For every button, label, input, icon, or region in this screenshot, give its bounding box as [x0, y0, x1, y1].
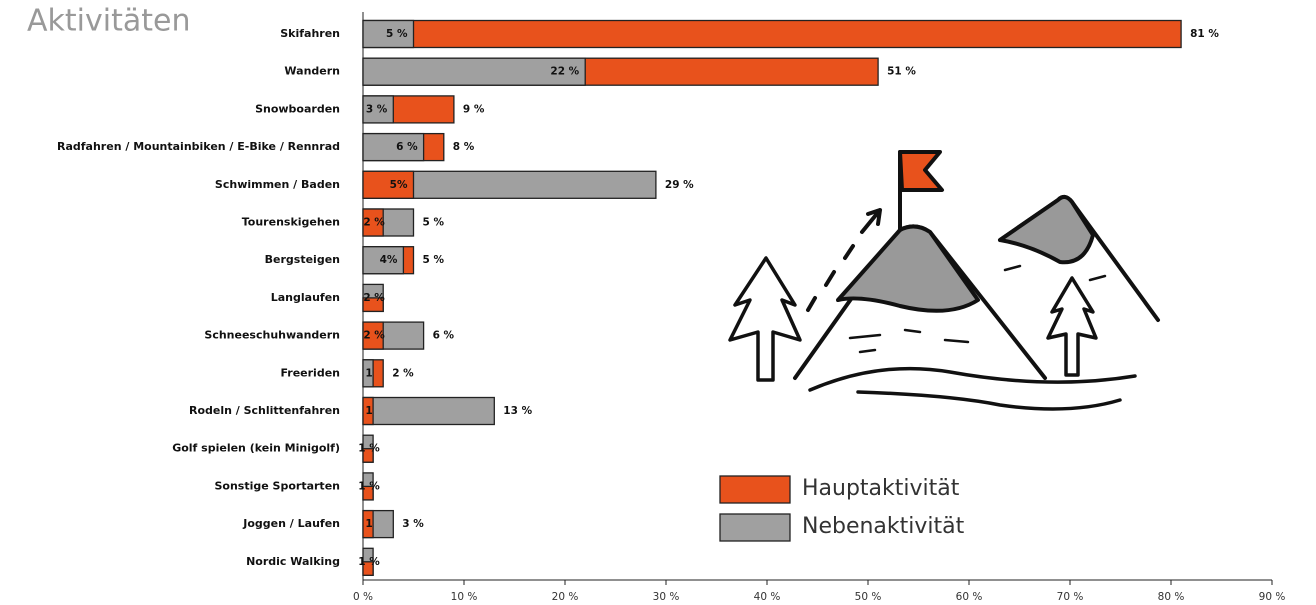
category-label: Snowboarden — [255, 102, 340, 115]
x-tick-label: 90 % — [1259, 591, 1286, 603]
category-label: Sonstige Sportarten — [215, 479, 341, 492]
value-label: 1 % — [358, 480, 380, 492]
bar — [362, 509, 374, 539]
category-label: Schwimmen / Baden — [215, 178, 340, 191]
bar — [362, 321, 384, 350]
bar — [362, 246, 405, 275]
category-label: Radfahren / Mountainbiken / E-Bike / Ren… — [57, 140, 340, 153]
category-label: Tourenskigehen — [242, 216, 340, 229]
category-label: Joggen / Laufen — [242, 517, 340, 530]
value-label: 8 % — [453, 141, 475, 153]
value-label: 2 % — [363, 330, 385, 342]
x-tick-label: 80 % — [1158, 591, 1185, 603]
x-tick-label: 10 % — [451, 591, 478, 603]
category-label: Freeriden — [280, 366, 340, 379]
value-label: 5 % — [423, 254, 445, 266]
value-label: 5 % — [386, 28, 408, 40]
value-label: 1 % — [358, 556, 380, 568]
legend-label: Nebenaktivität — [802, 514, 965, 539]
category-label: Schneeschuhwandern — [204, 329, 340, 342]
bar — [362, 19, 1182, 49]
category-label: Skifahren — [280, 27, 340, 40]
bar — [362, 359, 374, 388]
chart-title: Aktivitäten — [27, 4, 190, 39]
value-label: 29 % — [665, 179, 694, 191]
bar — [362, 19, 415, 49]
value-label: 6 % — [433, 330, 455, 342]
x-tick-label: 0 % — [353, 591, 373, 603]
bar — [362, 396, 495, 426]
value-label: 2 % — [363, 292, 385, 304]
value-label: 2 % — [392, 367, 414, 379]
value-label: 1 — [365, 518, 372, 530]
category-label: Rodeln / Schlittenfahren — [189, 404, 340, 417]
legend-swatch — [719, 513, 791, 542]
bar — [362, 485, 374, 501]
value-label: 2 % — [363, 217, 385, 229]
bar — [362, 208, 384, 237]
value-label: 6 % — [396, 141, 418, 153]
value-label: 22 % — [550, 66, 579, 78]
x-tick-label: 70 % — [1057, 591, 1084, 603]
value-label: 1 — [365, 367, 372, 379]
x-tick-label: 50 % — [855, 591, 882, 603]
x-tick-label: 60 % — [956, 591, 983, 603]
value-label: 3 % — [366, 103, 388, 115]
legend-label: Hauptaktivität — [802, 476, 960, 501]
value-label: 13 % — [503, 405, 532, 417]
value-label: 1 % — [358, 443, 380, 455]
category-label: Bergsteigen — [265, 253, 340, 266]
bar — [362, 95, 394, 124]
value-label: 9 % — [463, 103, 485, 115]
category-label: Langlaufen — [271, 291, 340, 304]
bar — [362, 170, 415, 199]
value-label: 5 % — [423, 217, 445, 229]
bar — [362, 448, 374, 463]
value-label: 1 — [365, 405, 372, 417]
illustration — [728, 150, 1160, 411]
x-tick-label: 20 % — [552, 591, 579, 603]
x-tick-label: 40 % — [754, 591, 781, 603]
bar — [362, 396, 374, 426]
bar — [362, 297, 384, 313]
category-label: Wandern — [284, 65, 340, 78]
value-label: 4% — [380, 254, 398, 266]
legend-swatch — [719, 475, 791, 504]
bar — [362, 561, 374, 576]
bar — [362, 57, 586, 86]
bar — [362, 132, 425, 162]
category-label: Golf spielen (kein Minigolf) — [172, 442, 340, 455]
category-label: Nordic Walking — [246, 555, 340, 568]
value-label: 51 % — [887, 66, 916, 78]
x-tick-label: 30 % — [653, 591, 680, 603]
value-label: 5% — [390, 179, 408, 191]
value-label: 3 % — [402, 518, 424, 530]
value-label: 81 % — [1190, 28, 1219, 40]
